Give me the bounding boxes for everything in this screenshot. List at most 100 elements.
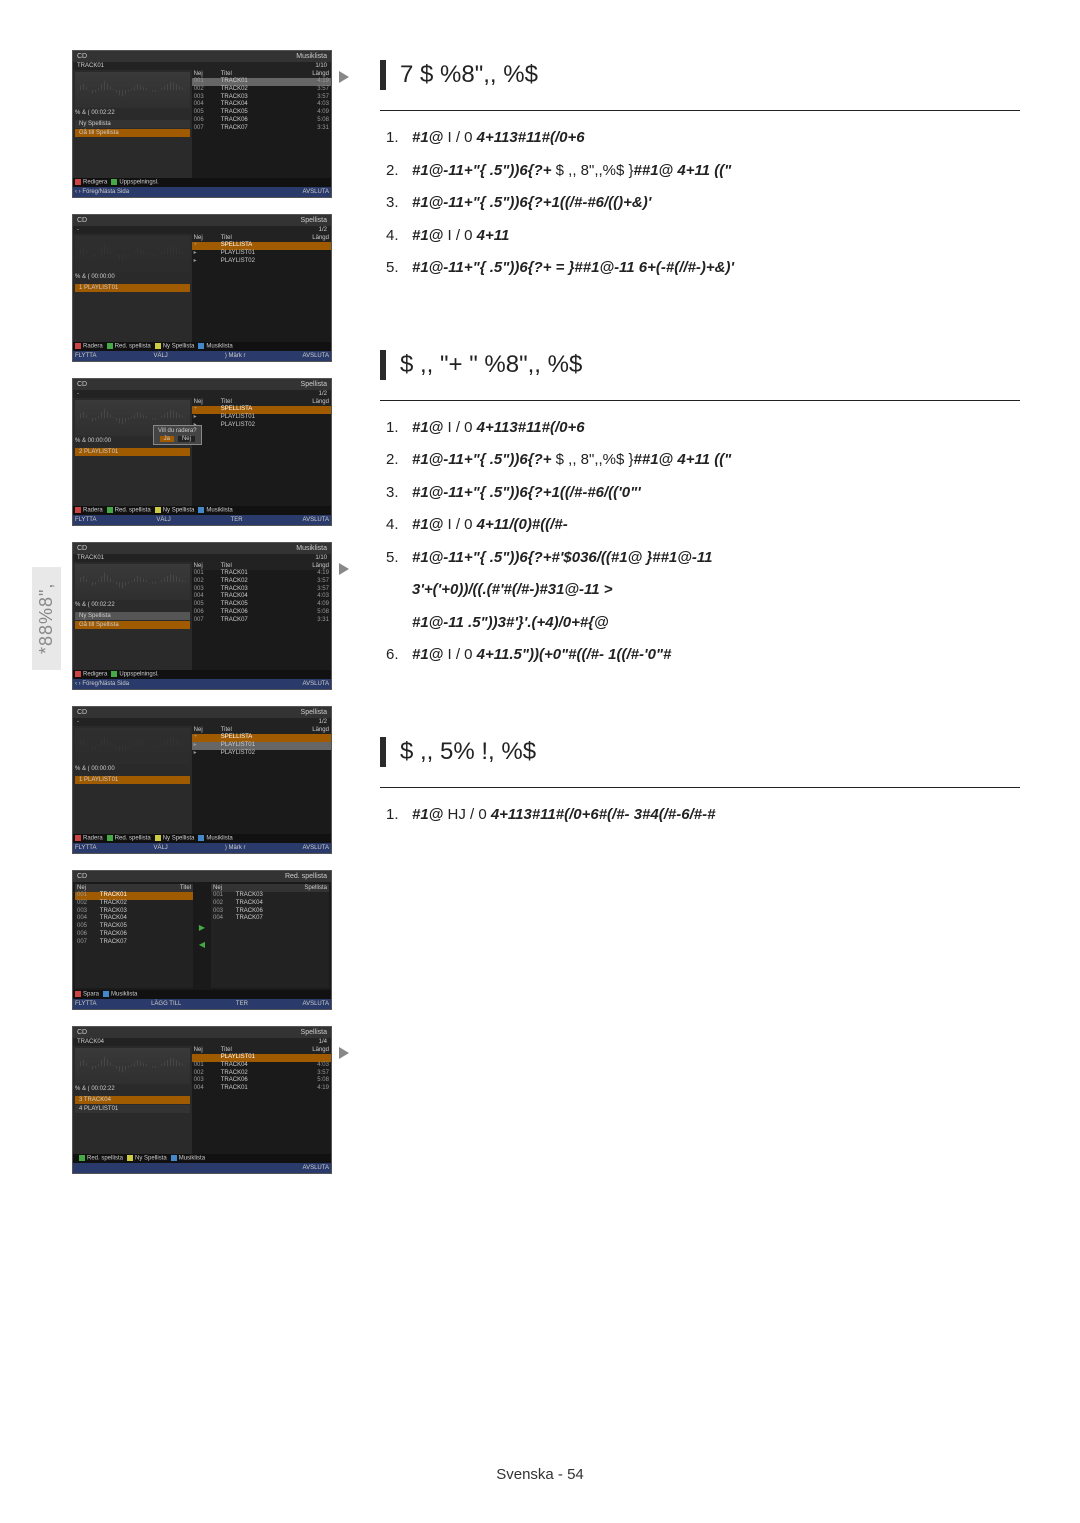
sc3-hdr-r: Spellista: [301, 381, 327, 388]
col-titel: Titel: [221, 71, 295, 77]
track-row: 001TRACK044:03: [192, 1062, 331, 1070]
sc1-hdr-r: Musiklista: [296, 53, 327, 60]
sc5-hdr-r: Spellista: [301, 709, 327, 716]
leg-red: Red. spellista: [115, 344, 151, 350]
sc4-sub-l: TRACK01: [77, 555, 104, 561]
sc1-sub-r: 1/10: [315, 63, 327, 69]
track-row: 004TRACK07: [211, 915, 329, 923]
sc4-btn-ny: Ny Spellista: [75, 612, 190, 620]
sc5-row-pl01: 1 PLAYLIST01: [75, 776, 190, 784]
col-titel: Titel: [221, 1047, 295, 1053]
col-spellista: Spellista: [304, 885, 327, 891]
transfer-arrows: ▶◀: [195, 884, 209, 988]
leg-mus: Musiklista: [206, 344, 232, 350]
sc3-hdr-l: CD: [77, 381, 87, 388]
track-row: 007TRACK073:31: [192, 617, 331, 625]
sc7-sub-l: TRACK04: [77, 1039, 104, 1045]
section-bar: [380, 60, 386, 90]
waveform-icon: [75, 72, 190, 108]
ft-flytta: FLYTTA: [75, 845, 96, 851]
leg-redigera: Redigera: [83, 180, 107, 186]
track-row: 004TRACK044:03: [192, 593, 331, 601]
step: 1.#1@ HJ / 0 4+113#11#(/0+6#(/#- 3#4(/#-…: [386, 804, 1020, 827]
ft-valj: VÄLJ: [153, 353, 167, 359]
step: 3.#1@-11+"{ .5"))6{?+1((/#-#6/(()+&)': [386, 192, 1020, 215]
leg-radera: Radera: [83, 508, 103, 514]
step: 5.#1@-11+"{ .5"))6{?+#'$036/((#1@ }##1@-…: [386, 547, 1020, 570]
track-row: 004TRACK04: [75, 915, 193, 923]
sc1-hdr-l: CD: [77, 53, 87, 60]
col-langd: Längd: [295, 71, 329, 77]
track-row: 003TRACK06: [211, 908, 329, 916]
track-row: 005TRACK054:09: [192, 109, 331, 117]
col-titel: Titel: [221, 563, 295, 569]
track-row: 001TRACK03: [211, 892, 329, 900]
step: 1.#1@ I / 0 4+113#11#(/0+6: [386, 417, 1020, 440]
waveform-icon: [75, 236, 190, 272]
waveform-icon: [75, 1048, 190, 1084]
track-row: 007TRACK07: [75, 939, 193, 947]
step: 1.#1@ I / 0 4+113#11#(/0+6: [386, 127, 1020, 150]
section-title: $ ,, 5% !, %$: [400, 738, 536, 766]
sc4-hdr-r: Musiklista: [296, 545, 327, 552]
sc7-left-item: 4 PLAYLIST01: [75, 1105, 190, 1113]
ft-ter: TER: [231, 517, 243, 523]
track-row: ▸PLAYLIST01: [192, 414, 331, 422]
screenshot-6: CDRed. spellista NejTitel 001TRACK01002T…: [72, 870, 332, 1010]
track-row: 002TRACK02: [75, 900, 193, 908]
col-langd: Längd: [295, 399, 329, 405]
track-row: 003TRACK03: [75, 908, 193, 916]
leg-redigera: Redigera: [83, 672, 107, 678]
col-nej: Nej: [213, 885, 222, 891]
screenshot-1: CDMusiklista TRACK011/10 % & ( 00:02:22 …: [72, 50, 332, 198]
arrow-right-icon: ▶: [199, 923, 205, 932]
sc5-time: % & ( 00:00:00: [75, 766, 190, 772]
track-row: 003TRACK033:57: [192, 586, 331, 594]
ft-freg: Föreg/Nästa Sida: [82, 189, 129, 195]
step: 3.#1@-11+"{ .5"))6{?+1((/#-#6/(('0"': [386, 482, 1020, 505]
sc4-hdr-l: CD: [77, 545, 87, 552]
sc3-sub-r: 1/2: [319, 391, 327, 397]
ft-avsluta: AVSLUTA: [303, 845, 329, 851]
sc2-sub-r: 1/2: [319, 227, 327, 233]
section-bar: [380, 737, 386, 767]
step: 3'+('+0))/((.(#'#(/#-)#31@-11 >: [386, 579, 1020, 602]
screenshot-4: CDMusiklista TRACK011/10 % & ( 00:02:22 …: [72, 542, 332, 690]
section-bar: [380, 350, 386, 380]
col-titel: Titel: [180, 885, 191, 891]
screenshot-7: CDSpellista TRACK041/4 % & ( 00:02:22 3 …: [72, 1026, 332, 1174]
track-row: +SPELLISTA: [192, 734, 331, 742]
track-row: 007TRACK073:31: [192, 125, 331, 133]
sc4-btn-gtill: Gå till Spellista: [75, 621, 190, 629]
arrow-icon: [339, 1047, 349, 1059]
leg-upps: Uppspelningsl.: [119, 180, 158, 186]
col-titel: Titel: [221, 235, 295, 241]
col-langd: Längd: [295, 563, 329, 569]
sc7-time: % & ( 00:02:22: [75, 1086, 190, 1092]
col-nej: Nej: [77, 885, 86, 891]
track-row: PLAYLIST01: [192, 1054, 331, 1062]
ft-avsluta: AVSLUTA: [303, 1165, 329, 1171]
track-row: 002TRACK023:57: [192, 1070, 331, 1078]
popup-nej: Nej: [178, 436, 195, 442]
leg-upps: Uppspelningsl.: [119, 672, 158, 678]
arrow-icon: [339, 71, 349, 83]
track-row: 001TRACK014:19: [192, 570, 331, 578]
track-row: ▸PLAYLIST02: [192, 750, 331, 758]
waveform-icon: [75, 564, 190, 600]
track-row: 003TRACK033:57: [192, 94, 331, 102]
leg-mus: Musiklista: [111, 992, 137, 998]
ft-avsluta: AVSLUTA: [303, 1001, 329, 1007]
step: 4.#1@ I / 0 4+11/(0)#((/#-: [386, 514, 1020, 537]
leg-ny: Ny Spellista: [163, 508, 195, 514]
sc1-time: % & ( 00:02:22: [75, 110, 190, 116]
screenshot-5: CDSpellista -1/2 % & ( 00:00:00 1 PLAYLI…: [72, 706, 332, 854]
leg-mus: Musiklista: [206, 836, 232, 842]
sc6-hdr-l: CD: [77, 873, 87, 880]
leg-mus: Musiklista: [179, 1156, 205, 1162]
col-nej: Nej: [194, 71, 221, 77]
section-rule: [380, 110, 1020, 111]
screenshot-3: CDSpellista -1/2 % & 00:00:00 2 PLAYLIST…: [72, 378, 332, 526]
col-langd: Längd: [295, 1047, 329, 1053]
track-row: ▸PLAYLIST01: [192, 742, 331, 750]
